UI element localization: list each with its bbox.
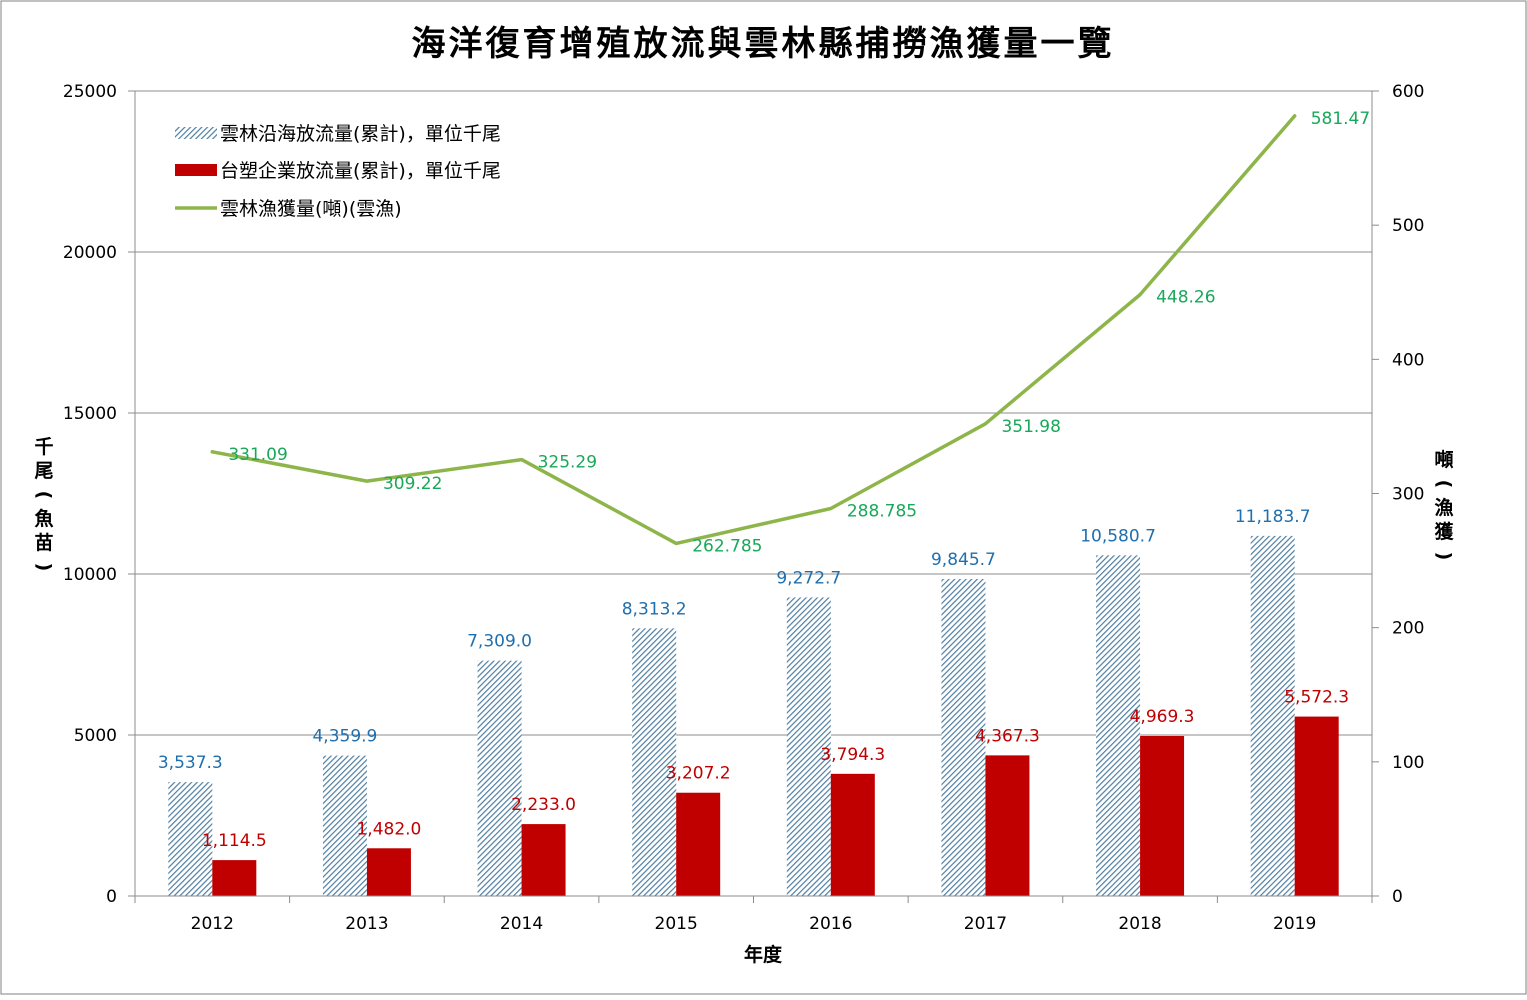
x-tick-label: 2016 [809, 914, 852, 934]
bars [168, 535, 1339, 896]
data-label-formosa-release: 4,969.3 [1130, 707, 1195, 727]
data-label-formosa-release: 3,207.2 [666, 764, 731, 784]
bar-formosa-release [985, 755, 1030, 896]
data-label-catch: 309.22 [383, 474, 442, 494]
chart-title: 海洋復育增殖放流與雲林縣捕撈漁獲量一覽 [412, 24, 1115, 64]
axis-title-char: ) [1433, 552, 1455, 561]
y-tick-label: 5000 [74, 726, 117, 746]
bar-coastal-release [168, 782, 213, 896]
y-tick-label: 10000 [63, 565, 117, 585]
y2-tick-label: 400 [1392, 350, 1424, 370]
data-labels: 3,537.3 1,114.5 4,359.9 1,482.0 7,309.0 2,233… [158, 109, 1370, 851]
y2-tick-label: 600 [1392, 82, 1424, 102]
data-label-formosa-release: 1,482.0 [356, 819, 421, 839]
y2-tick-label: 500 [1392, 216, 1424, 236]
bar-coastal-release [1096, 555, 1141, 896]
bar-coastal-release [1250, 535, 1295, 896]
data-label-coastal-release: 9,845.7 [931, 550, 996, 570]
y-tick-label: 0 [106, 887, 117, 907]
axis-title-char: 噸 [1434, 448, 1453, 471]
data-label-catch: 262.785 [692, 536, 762, 556]
y2-tick-label: 100 [1392, 753, 1424, 773]
y2-tick-label: 200 [1392, 619, 1424, 639]
line-point-catch [365, 479, 369, 483]
line-point-catch [1293, 114, 1297, 118]
bar-formosa-release [212, 860, 257, 896]
data-label-catch: 331.09 [228, 445, 287, 465]
bar-formosa-release [1294, 716, 1339, 896]
bar-coastal-release [632, 628, 677, 896]
data-label-catch: 351.98 [1001, 417, 1060, 437]
line-point-catch [520, 458, 524, 462]
data-label-formosa-release: 1,114.5 [202, 831, 267, 851]
line-point-catch [983, 422, 987, 426]
axis-title-char: 魚 [34, 507, 53, 530]
line-point-catch [210, 450, 214, 454]
line-point-catch [1138, 293, 1142, 297]
x-tick-label: 2017 [964, 914, 1007, 934]
x-tick-label: 2019 [1273, 914, 1316, 934]
data-label-formosa-release: 5,572.3 [1284, 688, 1349, 708]
axis-title-char: 獲 [1434, 520, 1454, 543]
bar-coastal-release [477, 660, 522, 896]
x-tick-label: 2012 [191, 914, 234, 934]
data-label-coastal-release: 4,359.9 [312, 727, 377, 747]
axis-title-char: 尾 [34, 460, 53, 482]
x-tick-label: 2018 [1118, 914, 1161, 934]
bar-coastal-release [786, 597, 831, 896]
bar-formosa-release [676, 792, 721, 896]
legend-label-coastal: 雲林沿海放流量(累計)，單位千尾 [220, 123, 501, 145]
y-tick-label: 25000 [63, 82, 117, 102]
data-label-catch: 325.29 [538, 453, 597, 473]
line-catch-volume [210, 114, 1297, 546]
axis-title-char: 千 [34, 436, 53, 458]
legend-label-catch: 雲林漁獲量(噸)(雲漁) [220, 198, 402, 220]
bar-formosa-release [521, 824, 566, 896]
data-label-catch: 288.785 [847, 502, 917, 522]
axis-title-char: ) [33, 563, 55, 572]
data-label-coastal-release: 11,183.7 [1235, 507, 1311, 527]
data-label-formosa-release: 2,233.0 [511, 795, 576, 815]
axes: 0 5000 10000 15000 20000 25000 0 100 200 300 400 50… [33, 82, 1455, 934]
data-label-coastal-release: 10,580.7 [1080, 526, 1156, 546]
data-label-coastal-release: 3,537.3 [158, 753, 223, 773]
x-tick-label: 2015 [655, 914, 698, 934]
legend-label-formosa: 台塑企業放流量(累計)，單位千尾 [220, 160, 501, 182]
data-label-formosa-release: 3,794.3 [820, 745, 885, 765]
y2-tick-label: 0 [1392, 887, 1403, 907]
y-tick-label: 15000 [63, 404, 117, 424]
axis-title-char: ( [33, 491, 55, 500]
line-point-catch [829, 507, 833, 511]
axis-title-char: 苗 [34, 532, 53, 554]
y2-axis-title: 噸 ( 漁獲) [1433, 448, 1455, 560]
x-tick-label: 2014 [500, 914, 543, 934]
x-tick-label: 2013 [345, 914, 388, 934]
line-series [210, 114, 1297, 546]
axis-title-char: 漁 [1434, 496, 1453, 519]
data-label-coastal-release: 7,309.0 [467, 632, 532, 652]
bar-coastal-release [941, 578, 986, 896]
data-label-coastal-release: 9,272.7 [776, 568, 841, 588]
y-tick-label: 20000 [63, 243, 117, 263]
legend-swatch-formosa [175, 164, 217, 176]
bar-formosa-release [366, 848, 411, 896]
legend-swatch-coastal [175, 127, 217, 139]
line-point-catch [674, 541, 678, 545]
data-label-catch: 581.47 [1311, 109, 1370, 129]
data-label-catch: 448.26 [1156, 288, 1215, 308]
bar-formosa-release [1140, 735, 1185, 896]
bar-coastal-release [322, 755, 367, 896]
axis-title-char: ( [1433, 480, 1455, 489]
data-label-coastal-release: 8,313.2 [622, 599, 687, 619]
y-axis-title: 千尾 ( 魚苗) [33, 436, 55, 571]
data-label-formosa-release: 4,367.3 [975, 726, 1040, 746]
y2-tick-label: 300 [1392, 485, 1424, 505]
legend: 雲林沿海放流量(累計)，單位千尾台塑企業放流量(累計)，單位千尾雲林漁獲量(噸)… [175, 123, 501, 220]
bar-formosa-release [830, 773, 875, 896]
x-axis-title: 年度 [744, 943, 783, 966]
